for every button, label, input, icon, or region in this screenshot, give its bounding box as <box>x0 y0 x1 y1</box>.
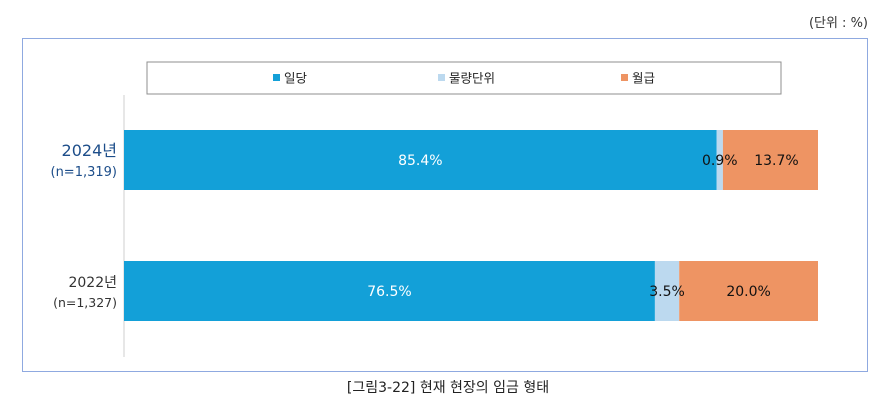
bars <box>124 130 818 321</box>
chart-frame: 일당 물량단위 월급 2024년 (n=1,319) 2022년 (n=1,327) 85… <box>22 38 868 372</box>
data-label-1-2: 0.9% <box>702 153 738 169</box>
figure-caption: [그림3-22] 현재 현장의 임금 형태 <box>346 380 550 396</box>
bar-1-series-2 <box>716 130 723 190</box>
category-label-1: 2024년 <box>62 141 117 160</box>
category-label-2: 2022년 <box>68 275 117 291</box>
legend: 일당 물량단위 월급 <box>273 71 655 86</box>
bar-1-series-1 <box>124 130 717 190</box>
data-label-2-2: 3.5% <box>649 284 685 300</box>
legend-swatch-2 <box>438 74 445 81</box>
legend-label-2: 물량단위 <box>449 71 495 86</box>
legend-swatch-3 <box>621 74 628 81</box>
legend-swatch-1 <box>273 74 280 81</box>
bar-2-series-2 <box>654 261 680 321</box>
legend-label-3: 월급 <box>632 71 655 86</box>
legend-label-1: 일당 <box>284 71 308 86</box>
data-labels: 85.4% 0.9% 13.7% 76.5% 3.5% 20.0% <box>367 153 798 300</box>
category-labels: 2024년 (n=1,319) 2022년 (n=1,327) <box>51 141 118 310</box>
legend-box <box>146 61 782 95</box>
data-label-1-1: 85.4% <box>398 153 442 169</box>
data-label-2-1: 76.5% <box>367 284 411 300</box>
bar-2-series-3 <box>679 261 818 321</box>
bar-2-series-1 <box>124 261 655 321</box>
category-sublabel-1: (n=1,319) <box>51 165 118 180</box>
unit-note: (단위 : %) <box>808 16 868 31</box>
data-label-1-3: 13.7% <box>754 153 798 169</box>
bar-1-series-3 <box>722 130 818 190</box>
stacked-bar-chart: 일당 물량단위 월급 2024년 (n=1,319) 2022년 (n=1,327) 85… <box>51 61 818 357</box>
data-label-2-3: 20.0% <box>726 284 770 300</box>
category-sublabel-2: (n=1,327) <box>53 295 117 310</box>
